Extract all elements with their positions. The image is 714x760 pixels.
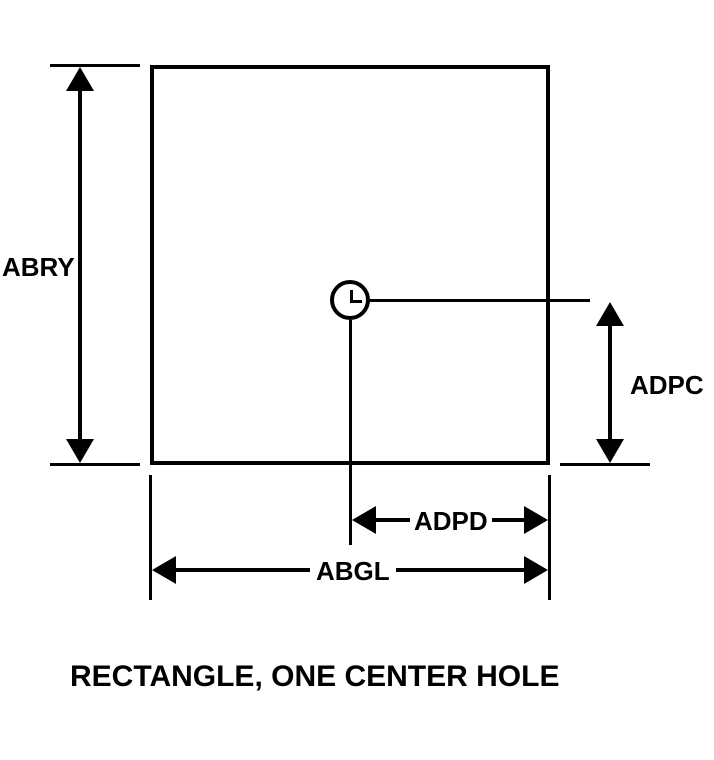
abgl-ext-right	[548, 475, 551, 600]
abry-ext-bottom	[50, 463, 140, 466]
abry-dim-line	[78, 80, 82, 450]
adpc-dim-line	[608, 315, 612, 450]
abry-label: ABRY	[2, 252, 75, 283]
abgl-arrow-left	[152, 556, 176, 584]
diagram-stage: ABRY ADPC ABGL ADPD RECTANGLE, ONE CENTE…	[0, 0, 714, 760]
ext-line-hole-right	[370, 299, 590, 302]
abry-arrow-up	[66, 67, 94, 91]
center-tick-h	[350, 300, 362, 303]
adpc-arrow-down	[596, 439, 624, 463]
adpc-label: ADPC	[630, 370, 704, 401]
abgl-arrow-right	[524, 556, 548, 584]
adpd-arrow-right	[524, 506, 548, 534]
abry-ext-top	[50, 64, 140, 67]
diagram-title: RECTANGLE, ONE CENTER HOLE	[70, 660, 559, 694]
adpd-arrow-left	[352, 506, 376, 534]
adpc-ext-bottom	[560, 463, 650, 466]
adpd-label: ADPD	[410, 506, 492, 537]
adpc-arrow-up	[596, 302, 624, 326]
abgl-label: ABGL	[310, 556, 396, 587]
abry-arrow-down	[66, 439, 94, 463]
